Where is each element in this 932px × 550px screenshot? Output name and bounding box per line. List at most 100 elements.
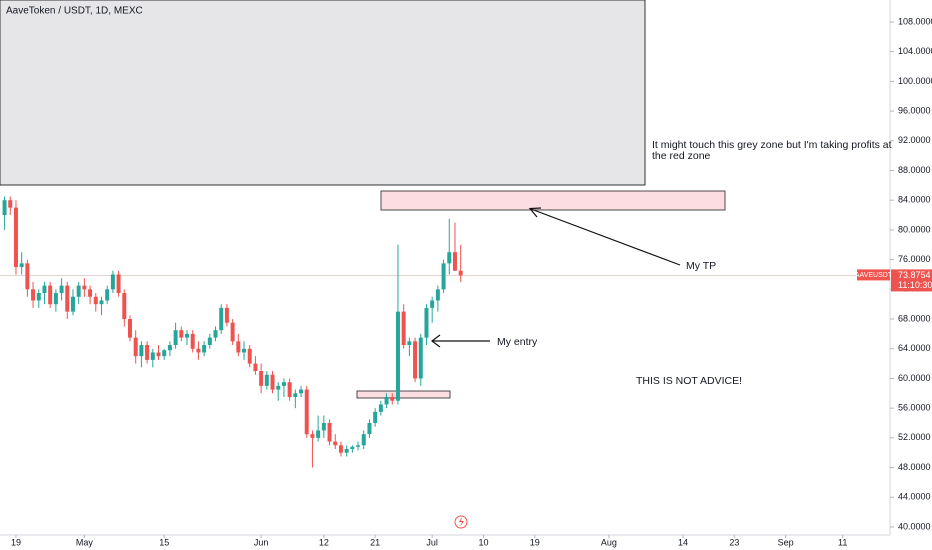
candle-body bbox=[264, 374, 269, 386]
arrows bbox=[431, 207, 681, 348]
candle-body bbox=[321, 423, 326, 431]
x-tick-label: 12 bbox=[319, 537, 329, 547]
note: It might touch this grey zone but I'm ta… bbox=[652, 139, 892, 151]
y-tick-label: 104.0000 bbox=[898, 46, 932, 56]
y-tick-label: 96.0000 bbox=[898, 105, 931, 115]
x-tick-label: 14 bbox=[678, 537, 688, 547]
candle-body bbox=[139, 345, 144, 357]
candle-body bbox=[293, 393, 298, 398]
y-tick-label: 56.0000 bbox=[898, 403, 931, 413]
candle-body bbox=[196, 348, 201, 353]
candle-body bbox=[458, 270, 463, 276]
x-tick-label: Jun bbox=[254, 537, 269, 547]
x-tick-label: Aug bbox=[601, 537, 617, 547]
symbol-label: AAVEUSDT bbox=[855, 272, 893, 279]
candle-body bbox=[276, 385, 281, 390]
candle-body bbox=[179, 330, 184, 338]
candle-body bbox=[13, 207, 18, 268]
chart-title: AaveToken / USDT, 1D, MEXC bbox=[6, 6, 143, 17]
x-tick-label: 15 bbox=[159, 537, 169, 547]
candle-body bbox=[395, 311, 400, 401]
candle-body bbox=[105, 289, 110, 301]
candle-body bbox=[53, 293, 58, 305]
candle-body bbox=[219, 307, 224, 331]
candle-body bbox=[424, 307, 429, 338]
candle-body bbox=[88, 289, 93, 297]
lightning-icon bbox=[454, 515, 468, 529]
price-box bbox=[891, 269, 932, 292]
candle-body bbox=[70, 296, 75, 312]
candle-body bbox=[384, 397, 389, 405]
candle-body bbox=[327, 423, 332, 442]
y-tick-label: 48.0000 bbox=[898, 462, 931, 472]
y-tick-label: 108.0000 bbox=[898, 16, 932, 26]
candle-body bbox=[224, 307, 229, 323]
candle-body bbox=[350, 446, 355, 450]
candle-body bbox=[407, 341, 412, 346]
y-tick-label: 52.0000 bbox=[898, 432, 931, 442]
candle-body bbox=[270, 374, 275, 390]
candle-body bbox=[304, 389, 309, 435]
candle-body bbox=[401, 311, 406, 346]
candle-body bbox=[19, 263, 24, 268]
x-tick-label: 23 bbox=[729, 537, 739, 547]
y-tick-label: 84.0000 bbox=[898, 195, 931, 205]
candle-body bbox=[441, 263, 446, 290]
candle-body bbox=[156, 352, 161, 357]
candle-body bbox=[65, 285, 70, 312]
candle-body bbox=[25, 263, 30, 290]
candle-body bbox=[247, 348, 252, 364]
x-tick-label: 11 bbox=[838, 537, 847, 547]
candle-body bbox=[378, 404, 383, 412]
candle-body bbox=[31, 289, 36, 301]
candle-body bbox=[373, 411, 378, 424]
candle-body bbox=[76, 285, 81, 297]
y-tick-label: 100.0000 bbox=[898, 76, 932, 86]
entry-label: My entry bbox=[497, 336, 538, 348]
y-tick-label: 44.0000 bbox=[898, 492, 931, 502]
candle-body bbox=[207, 337, 212, 346]
candle-body bbox=[150, 352, 155, 360]
y-tick-label: 60.0000 bbox=[898, 373, 931, 383]
candle-body bbox=[452, 252, 457, 271]
entry-zone bbox=[356, 390, 451, 399]
disclaimer: THIS IS NOT ADVICE! bbox=[636, 375, 742, 387]
countdown-label: 11:10:30 bbox=[898, 280, 932, 290]
candle-body bbox=[133, 337, 138, 357]
y-tick-label: 92.0000 bbox=[898, 135, 931, 145]
y-tick-label: 80.0000 bbox=[898, 224, 931, 234]
symbol-box bbox=[857, 269, 890, 281]
grey-zone bbox=[0, 0, 646, 186]
candle-body bbox=[390, 397, 395, 401]
candle-body bbox=[338, 445, 343, 453]
candle-body bbox=[242, 348, 247, 353]
candle-body bbox=[185, 333, 190, 338]
candle-body bbox=[299, 389, 304, 394]
candle-body bbox=[48, 285, 53, 305]
y-tick-label: 64.0000 bbox=[898, 343, 931, 353]
candle-body bbox=[42, 285, 47, 294]
candle-body bbox=[287, 382, 292, 398]
candle-body bbox=[281, 382, 286, 386]
y-tick-label: 88.0000 bbox=[898, 165, 931, 175]
candle-body bbox=[344, 449, 349, 453]
candle-body bbox=[173, 330, 178, 346]
candle-body bbox=[418, 337, 423, 379]
y-tick-label: 68.0000 bbox=[898, 313, 931, 323]
candle-body bbox=[230, 322, 235, 342]
candle-body bbox=[316, 430, 321, 438]
x-tick-label: 19 bbox=[530, 537, 540, 547]
candle-body bbox=[99, 300, 104, 305]
candle-body bbox=[82, 285, 87, 290]
candle-body bbox=[2, 200, 7, 216]
candle-body bbox=[435, 289, 440, 301]
candle-body bbox=[430, 300, 435, 308]
candle-body bbox=[190, 333, 195, 349]
candle-body bbox=[253, 363, 258, 372]
candle-body bbox=[162, 350, 167, 357]
candle-body bbox=[116, 274, 121, 294]
x-tick-label: May bbox=[76, 537, 94, 547]
candle-body bbox=[259, 371, 264, 386]
